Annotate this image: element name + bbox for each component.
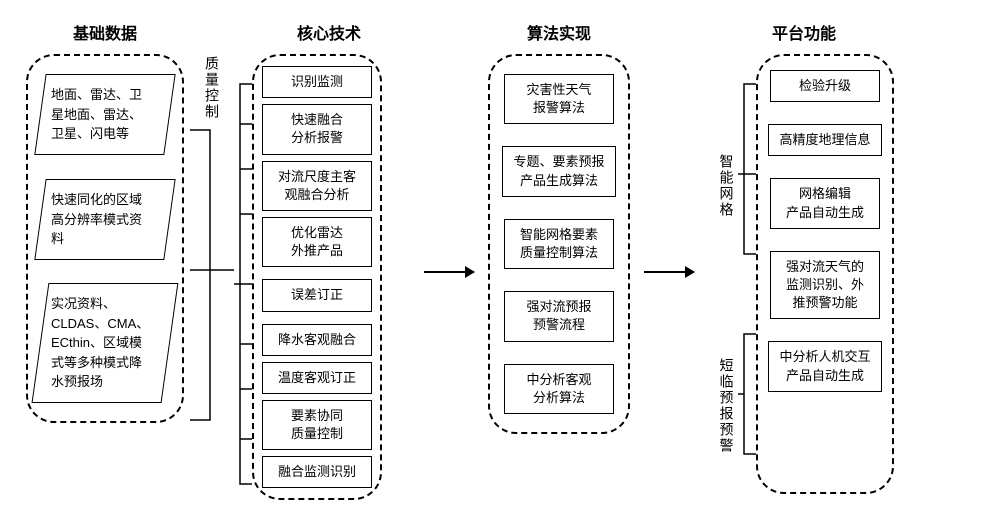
- c4t-1: 高精度地理信息: [768, 124, 881, 156]
- c2a-1: 快速融合 分析报警: [262, 104, 372, 154]
- c2-single: 误差订正: [262, 279, 372, 311]
- c1-item-0: 地面、雷达、卫星地面、雷达、卫星、闪电等: [34, 74, 175, 155]
- column-basic-data: 基础数据 地面、雷达、卫星地面、雷达、卫星、闪电等 快速同化的区域高分辨率模式资…: [20, 20, 190, 423]
- c2a-0: 识别监测: [262, 66, 372, 98]
- c4b-1: 中分析人机交互 产品自动生成: [768, 341, 881, 391]
- c3-3: 强对流预报 预警流程: [504, 291, 614, 341]
- c4t-0: 检验升级: [770, 70, 880, 102]
- c3-2: 智能网格要素 质量控制算法: [504, 219, 614, 269]
- header-c1: 基础数据: [73, 20, 137, 44]
- group-c3: 灾害性天气 报警算法 专题、要素预报 产品生成算法 智能网格要素 质量控制算法 …: [488, 54, 629, 434]
- c3-0: 灾害性天气 报警算法: [504, 74, 614, 124]
- column-algorithm: 算法实现 灾害性天气 报警算法 专题、要素预报 产品生成算法 智能网格要素 质量…: [474, 20, 644, 434]
- c3-1: 专题、要素预报 产品生成算法: [502, 146, 615, 196]
- c1-text-1: 快速同化的区域高分辨率模式资料: [51, 190, 151, 249]
- c2b-1: 温度客观订正: [262, 362, 372, 394]
- header-c4: 平台功能: [772, 20, 836, 44]
- c1-text-0: 地面、雷达、卫星地面、雷达、卫星、闪电等: [51, 85, 151, 144]
- c1-item-2: 实况资料、CLDAS、CMA、ECthin、区域模式等多种模式降水预报场: [32, 283, 179, 403]
- c2b-0: 降水客观融合: [262, 324, 372, 356]
- c1-text-2: 实况资料、CLDAS、CMA、ECthin、区域模式等多种模式降水预报场: [51, 294, 151, 392]
- c1-item-1: 快速同化的区域高分辨率模式资料: [34, 179, 175, 260]
- arrow-2-3: [424, 20, 474, 500]
- column-core-tech: 核心技术 识别监测 快速融合 分析报警 对流尺度主客 观融合分析 优化雷达 外推…: [234, 20, 424, 500]
- c4b-0: 强对流天气的 监测识别、外 推预警功能: [770, 251, 880, 320]
- header-c2: 核心技术: [297, 20, 361, 44]
- arrow-3-4: [644, 20, 694, 500]
- c3-4: 中分析客观 分析算法: [504, 364, 614, 414]
- c2b-2: 要素协同 质量控制: [262, 400, 372, 450]
- flow-diagram: 基础数据 地面、雷达、卫星地面、雷达、卫星、闪电等 快速同化的区域高分辨率模式资…: [20, 20, 980, 500]
- c4t-2: 网格编辑 产品自动生成: [770, 178, 880, 228]
- qc-label: 质量控制: [202, 56, 222, 120]
- c2a-3: 优化雷达 外推产品: [262, 217, 372, 267]
- c2b-3: 融合监测识别: [262, 456, 372, 488]
- group-c4: 检验升级 高精度地理信息 网格编辑 产品自动生成 强对流天气的 监测识别、外 推…: [756, 54, 893, 494]
- c2a-2: 对流尺度主客 观融合分析: [262, 161, 372, 211]
- connector-1-2: 质量控制: [190, 20, 234, 500]
- c4-label-top: 智能网格: [716, 154, 736, 218]
- group-c1: 地面、雷达、卫星地面、雷达、卫星、闪电等 快速同化的区域高分辨率模式资料 实况资…: [26, 54, 184, 423]
- column-platform: 平台功能 智能网格 短临预报预警 检验升级 高精度地理信息 网格编辑 产品自动生…: [694, 20, 914, 494]
- c4-label-bottom: 短临预报预警: [716, 358, 736, 454]
- header-c3: 算法实现: [527, 20, 591, 44]
- group-c2: 识别监测 快速融合 分析报警 对流尺度主客 观融合分析 优化雷达 外推产品 误差…: [252, 54, 382, 500]
